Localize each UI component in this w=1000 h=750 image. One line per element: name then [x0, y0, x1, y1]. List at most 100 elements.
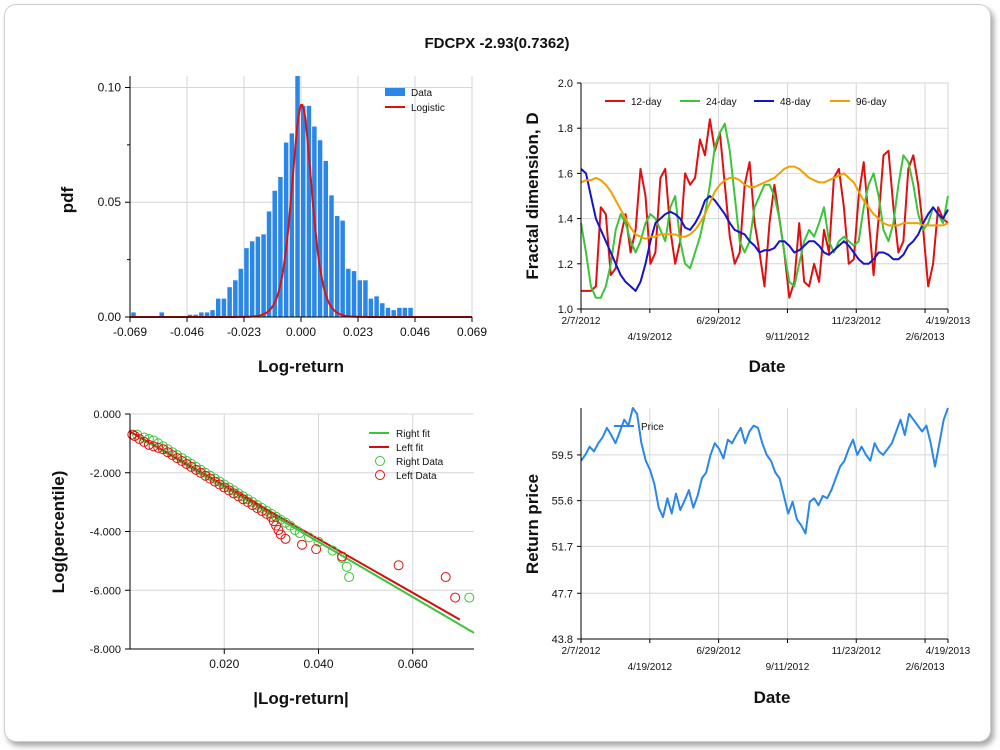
histogram-bar — [295, 76, 300, 317]
x-tick-label: 0.046 — [400, 325, 430, 339]
histogram-bar — [210, 310, 215, 317]
y-tick-label: -6.000 — [90, 585, 121, 597]
legend-label: Left fit — [396, 443, 423, 454]
page-title: FDCPX -2.93(0.7362) — [424, 35, 569, 52]
y-tick-label: 55.6 — [552, 496, 573, 508]
histogram-bar — [238, 268, 244, 317]
histogram-legend: Data Logistic — [385, 88, 445, 114]
series-line-48-day — [580, 168, 949, 292]
x-tick-label: -0.023 — [227, 325, 261, 339]
right-data-point — [341, 561, 352, 572]
legend-label: Price — [641, 422, 664, 433]
histogram-bar — [351, 271, 357, 317]
histogram-bar — [159, 312, 164, 317]
histogram-bar — [131, 312, 136, 317]
x-tick-label: 2/6/2013 — [906, 662, 945, 673]
fractal-ylabel: Fractal dimension, D — [523, 112, 542, 279]
y-tick-label: 1.4 — [558, 214, 573, 226]
tail-panel: 0.020 0.040 0.060 0.000 -2.000 -4.000 -6.000 -8… — [49, 409, 475, 708]
left-data-point — [450, 592, 461, 603]
fractal-panel: 2/7/2012 6/29/2012 11/23/2012 4/19/2013 4/19… — [523, 78, 971, 376]
x-tick-label: 0.060 — [398, 657, 428, 671]
x-tick-label: 0.040 — [303, 657, 333, 671]
x-tick-label: 0.023 — [343, 325, 373, 339]
histogram-ylabel: pdf — [58, 186, 77, 213]
left-data-point — [280, 533, 291, 544]
histogram-bar — [363, 280, 368, 317]
left-data-point — [297, 539, 307, 550]
histogram-bar — [233, 280, 238, 317]
price-panel: 2/7/2012 6/29/2012 11/23/2012 4/19/2013 4/19… — [523, 407, 971, 707]
legend-label: Logistic — [411, 103, 445, 114]
y-tick-label: 0.10 — [98, 80, 122, 94]
histogram-bar — [357, 280, 362, 317]
x-tick-label: 2/7/2012 — [562, 646, 601, 657]
histogram-bar — [323, 160, 329, 317]
histogram-bar — [283, 142, 289, 317]
left-data-point — [143, 439, 154, 450]
x-tick-label: 11/23/2012 — [832, 316, 882, 327]
histogram-panel: -0.069 -0.046 -0.023 0.000 0.023 0.046 0.069 0.… — [58, 76, 487, 376]
histogram-bar — [272, 190, 277, 317]
legend-label: 24-day — [706, 97, 737, 108]
histogram-xlabel: Log-return — [258, 357, 344, 376]
y-tick-label: 1.2 — [558, 259, 573, 271]
right-data-point — [464, 592, 475, 603]
histogram-bar — [380, 303, 385, 317]
x-tick-label: 4/19/2013 — [926, 316, 971, 327]
y-tick-label: 2.0 — [558, 78, 573, 90]
right-data-point — [139, 432, 150, 443]
histogram-bar — [334, 216, 340, 317]
left-data-point — [153, 442, 164, 453]
histogram-bar — [199, 312, 204, 317]
legend-swatch-data — [385, 88, 405, 96]
histogram-bar — [306, 105, 312, 317]
y-tick-label: 43.8 — [552, 634, 573, 646]
histogram-bar — [329, 195, 334, 317]
x-tick-label: 9/11/2012 — [766, 662, 810, 673]
x-tick-label: 4/19/2013 — [926, 646, 971, 657]
histogram-bar — [346, 268, 351, 317]
x-tick-label: 0.069 — [457, 325, 487, 339]
histogram-bar — [317, 140, 323, 317]
y-tick-label: 1.0 — [558, 304, 573, 316]
histogram-bar — [244, 248, 249, 317]
legend-swatch — [375, 456, 385, 466]
tail-legend: Right fit Left fit Right Data Left Data — [369, 429, 444, 482]
left-data-point — [440, 572, 451, 583]
right-data-point — [327, 545, 338, 556]
histogram-bar — [374, 296, 379, 317]
price-ylabel: Return price — [523, 474, 542, 574]
y-tick-label: 0.000 — [93, 409, 121, 421]
tail-ylabel: Log(percentile) — [49, 471, 68, 594]
left-data-point — [148, 441, 159, 452]
price-xlabel: Date — [754, 688, 791, 707]
y-tick-label: 0.05 — [98, 195, 122, 209]
histogram-bar — [204, 312, 210, 317]
y-tick-label: 0.00 — [98, 310, 122, 324]
x-tick-label: -0.046 — [170, 325, 204, 339]
series-line-96-day — [580, 165, 949, 240]
histogram-bar — [368, 298, 374, 317]
y-tick-label: 59.5 — [552, 450, 573, 462]
left-data-point — [393, 560, 404, 571]
left-data-point — [337, 551, 348, 562]
price-legend: Price — [614, 422, 664, 433]
y-tick-label: -2.000 — [90, 468, 121, 480]
histogram-bar — [385, 307, 391, 317]
histogram-bar — [215, 298, 221, 317]
histogram-bar — [391, 310, 396, 317]
histogram-bar — [266, 211, 272, 317]
right-data-point — [313, 536, 324, 547]
histogram-bar — [340, 220, 345, 317]
y-tick-label: 51.7 — [552, 541, 573, 553]
x-tick-label: 11/23/2012 — [832, 646, 882, 657]
y-tick-label: 1.8 — [558, 123, 573, 135]
legend-label: Right Data — [396, 457, 444, 468]
x-tick-label: 2/7/2012 — [562, 316, 601, 327]
histogram-bar — [255, 236, 261, 317]
x-tick-label: -0.069 — [113, 325, 147, 339]
x-tick-label: 0.020 — [209, 657, 239, 671]
left-data-point — [127, 429, 138, 440]
